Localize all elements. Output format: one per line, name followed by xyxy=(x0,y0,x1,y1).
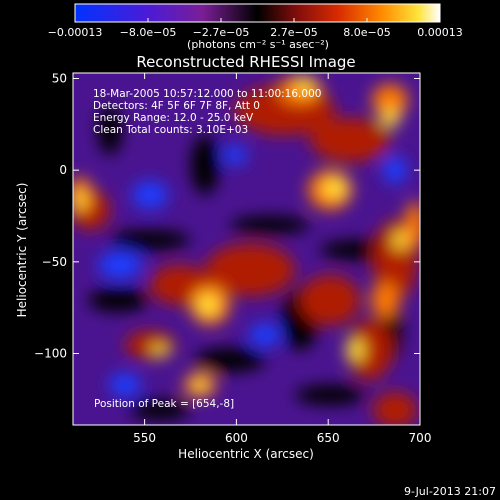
chart-title: Reconstructed RHESSI Image xyxy=(136,53,355,71)
colorbar: −0.00013 −8.0e−05 −2.7e−05 2.7e−05 8.0e−05 0.… xyxy=(48,3,463,51)
intensity-blob xyxy=(110,230,190,250)
intensity-blob xyxy=(393,230,407,250)
intensity-blob xyxy=(373,392,417,425)
info-overlay: 18-Mar-2005 10:57:12.000 to 11:00:16.000… xyxy=(93,88,321,410)
y-axis-label: Heliocentric Y (arcsec) xyxy=(15,183,29,318)
intensity-blob xyxy=(372,84,408,116)
colorbar-ticks: −0.00013 −8.0e−05 −2.7e−05 2.7e−05 8.0e−05 0.… xyxy=(48,18,463,39)
x-tick-label: 600 xyxy=(225,431,248,445)
intensity-blob xyxy=(74,190,86,210)
colorbar-tick-label: 0.00013 xyxy=(417,26,463,39)
colorbar-gradient xyxy=(74,3,441,23)
intensity-blob xyxy=(249,323,281,347)
colorbar-tick-label: 2.7e−05 xyxy=(270,26,317,39)
colorbar-tick-label: −8.0e−05 xyxy=(120,26,177,39)
plot-frame xyxy=(72,72,421,426)
x-axis-label: Heliocentric X (arcsec) xyxy=(178,447,314,461)
info-line-energy: Energy Range: 12.0 - 25.0 keV xyxy=(93,112,254,124)
info-line-time: 18-Mar-2005 10:57:12.000 to 11:00:16.000 xyxy=(93,88,321,100)
intensity-blob xyxy=(98,251,142,279)
intensity-blob xyxy=(132,181,168,209)
intensity-blob xyxy=(348,320,392,380)
intensity-blob xyxy=(295,77,315,93)
intensity-blob xyxy=(223,145,247,165)
colorbar-tick-label: −0.00013 xyxy=(48,26,103,39)
intensity-blob xyxy=(151,344,169,356)
y-tick-label: 50 xyxy=(52,72,67,86)
intensity-blob xyxy=(371,282,399,318)
intensity-blob xyxy=(109,373,141,397)
intensity-blob xyxy=(98,105,122,155)
info-line-counts: Clean Total counts: 3.10E+03 xyxy=(93,124,248,136)
peak-position-label: Position of Peak = [654,-8] xyxy=(94,398,234,410)
intensity-blob xyxy=(346,338,364,362)
intensity-blob xyxy=(197,294,219,316)
colorbar-tick-label: −2.7e−05 xyxy=(193,26,250,39)
image-panel xyxy=(72,72,421,426)
intensity-blob xyxy=(88,288,148,312)
intensity-blob xyxy=(191,135,219,195)
intensity-blob xyxy=(130,400,190,420)
intensity-blob xyxy=(295,385,365,405)
intensity-blob xyxy=(300,275,360,325)
y-tick-label: −100 xyxy=(34,347,67,361)
intensity-blob xyxy=(230,216,310,234)
y-axis-ticks: 50 0 −50 −100 xyxy=(34,72,420,361)
y-tick-label: 0 xyxy=(59,163,67,177)
intensity-blob xyxy=(323,178,347,198)
info-line-detectors: Detectors: 4F 5F 6F 7F 8F, Att 0 xyxy=(93,100,260,112)
x-tick-label: 700 xyxy=(409,431,432,445)
intensity-blob xyxy=(125,331,175,359)
intensity-blob xyxy=(205,244,295,296)
intensity-blob xyxy=(380,109,400,127)
intensity-blob xyxy=(195,348,265,372)
intensity-map xyxy=(73,76,420,425)
intensity-blob xyxy=(383,156,407,184)
intensity-blob xyxy=(310,118,390,162)
x-axis-ticks: 550 600 650 700 xyxy=(133,73,431,445)
intensity-blob xyxy=(405,201,420,249)
footer-timestamp: 9-Jul-2013 21:07 xyxy=(404,485,496,498)
x-tick-label: 650 xyxy=(317,431,340,445)
x-tick-label: 550 xyxy=(133,431,156,445)
intensity-blob xyxy=(192,378,208,392)
colorbar-units-label: (photons cm⁻² s⁻¹ asec⁻²) xyxy=(187,38,329,51)
y-tick-label: −50 xyxy=(42,255,67,269)
colorbar-tick-label: 8.0e−05 xyxy=(343,26,390,39)
